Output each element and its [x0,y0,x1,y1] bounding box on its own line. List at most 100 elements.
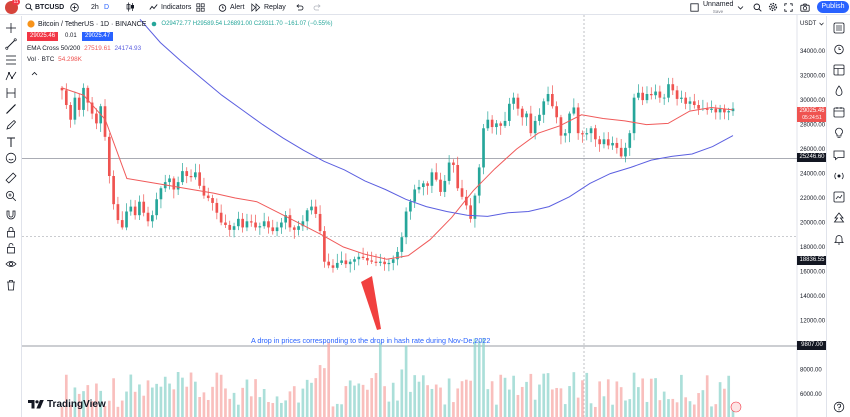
chart-annotation-text[interactable]: A drop in prices corresponding to the dr… [251,336,491,345]
fullscreen-button[interactable] [784,0,793,15]
candle-body [602,139,606,145]
ema-legend[interactable]: EMA Cross 50/200 27519.61 24174.93 [27,45,141,52]
undo-button[interactable] [295,0,304,15]
layout-name-button[interactable]: Unnamed Save [703,1,733,15]
candle-body [404,211,408,238]
notification-badge: 11 [12,0,20,5]
search-icon [753,3,762,12]
magnet-icon[interactable] [5,209,17,221]
volume-bar [301,388,305,417]
volume-bar [275,396,279,417]
hotlist-flame-icon[interactable] [833,85,845,97]
notifications-bell-icon[interactable] [833,233,845,245]
horizontal-line-price-label: 18836.55 [797,256,827,265]
tradingview-logo[interactable]: TradingView [28,399,106,410]
alarm-icon[interactable] [833,43,845,55]
candle-body [267,221,270,228]
volume-bar [628,399,632,417]
calendar-icon[interactable] [833,106,845,118]
layout-menu-button[interactable] [737,0,744,15]
candle-body [211,198,214,203]
price-tick-label: 12000.00 [800,318,826,324]
screener-icon[interactable] [833,191,845,203]
brush-icon[interactable] [5,103,17,115]
sell-price-button[interactable]: 29025.46 [27,32,59,41]
settings-button[interactable] [768,0,778,15]
chat-icon[interactable] [833,149,845,161]
redo-button[interactable] [313,0,322,15]
volume-bar [150,387,154,417]
candle-body [684,97,688,104]
volume-bar [288,391,292,417]
crosshair-icon[interactable] [5,22,17,34]
volume-bar [116,406,120,417]
interval-button[interactable]: 2h [91,0,99,15]
pattern-icon[interactable] [5,70,17,82]
ideas-bulb-icon[interactable] [833,127,845,139]
volume-bar [120,400,124,417]
indicators-button[interactable]: Indicators [149,0,191,15]
interval-d-button[interactable]: D [104,0,109,15]
candle-body [637,92,640,98]
candle-body [400,237,404,252]
text-tool-icon[interactable] [5,136,17,148]
snapshot-button[interactable] [800,0,810,15]
plot-area[interactable] [22,15,797,417]
symbol-search[interactable]: BTCUSD [25,0,64,15]
volume-bar [460,381,464,417]
replay-button[interactable]: Replay [251,0,286,15]
compare-button[interactable] [70,0,79,15]
streams-icon[interactable] [833,170,845,182]
buy-price-button[interactable]: 29025.47 [82,32,114,41]
lock-drawings-icon[interactable] [5,226,17,238]
volume-bar [538,384,541,417]
volume-bar [413,375,417,417]
ema-fast-line[interactable] [61,87,734,260]
fib-retracement-icon[interactable] [5,54,17,66]
help-icon[interactable] [833,401,845,413]
alert-button[interactable]: Alert [218,0,244,15]
candle-body [125,211,128,228]
collapse-legend-button[interactable] [31,67,38,79]
gear-icon [768,2,778,12]
chevron-down-icon [737,5,744,10]
pen-icon[interactable] [5,119,17,131]
volume-bar [464,379,468,417]
volume-bar [176,372,180,417]
volume-bar [486,389,490,417]
indicators-icon [149,3,158,10]
smile-icon[interactable] [5,152,17,164]
scroll-to-realtime-button[interactable] [730,401,742,413]
candle-body [237,218,240,227]
volume-bar [718,382,722,417]
ema-slow-line[interactable] [139,18,734,217]
volume-bar [133,391,137,417]
volume-bar [477,341,481,417]
candle-body [73,97,77,120]
plus-circle-icon [70,2,79,12]
quick-search-button[interactable] [753,0,762,15]
candle-body [628,133,632,148]
publish-label: Publish [821,3,845,10]
templates-button[interactable] [196,0,205,15]
volume-bar [667,399,670,417]
volume-bar [228,398,232,417]
layout-switch-button[interactable] [690,0,699,15]
volume-legend[interactable]: Vol · BTC 54.298K [27,56,82,63]
pine-editor-icon[interactable] [833,212,845,224]
prediction-icon[interactable] [5,87,17,99]
watchlist-icon[interactable] [833,22,845,34]
chevron-down-icon[interactable] [819,22,824,26]
lock-icon[interactable] [5,242,17,254]
data-window-icon[interactable] [833,64,845,76]
candle-type-button[interactable] [126,0,135,15]
eye-icon[interactable] [5,258,17,270]
publish-button[interactable]: Publish [817,1,849,13]
zoom-in-icon[interactable] [5,190,17,202]
trash-icon[interactable] [5,279,17,291]
annotation-arrow[interactable] [361,276,381,330]
widget-bar [826,16,850,417]
trend-line-icon[interactable] [5,38,17,50]
ruler-icon[interactable] [5,172,17,184]
